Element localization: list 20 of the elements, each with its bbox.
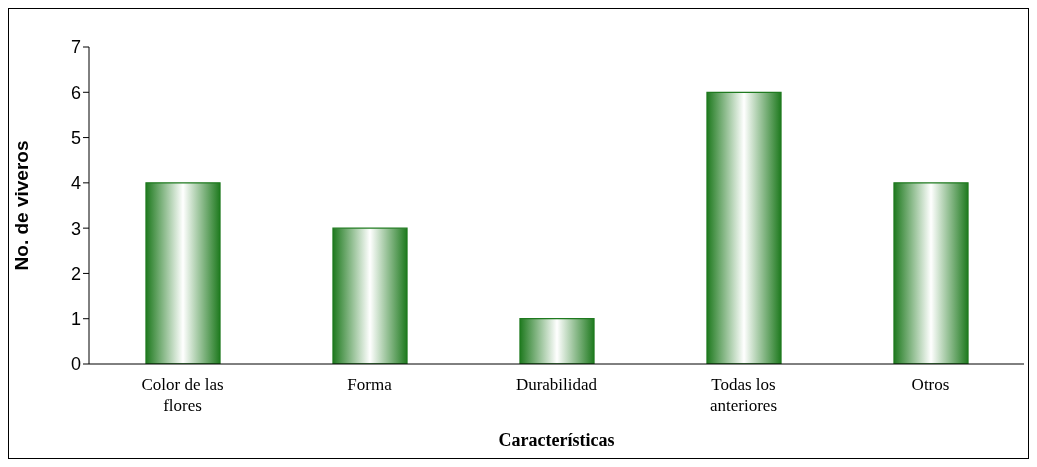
bar (332, 227, 408, 364)
y-tick-label: 1 (70, 309, 81, 330)
y-tick-label: 2 (70, 263, 81, 284)
y-tick-label: 5 (70, 127, 81, 148)
x-tick-label: Todas los anteriores (709, 375, 778, 415)
y-tick-label: 0 (70, 354, 81, 375)
x-tick-label: Color de las flores (141, 375, 224, 415)
bar (706, 91, 782, 364)
bar (893, 182, 969, 364)
bar (145, 182, 221, 364)
y-tick-label: 4 (70, 173, 81, 194)
x-tick-label: Otros (911, 375, 950, 394)
x-axis-title: Características (498, 430, 615, 450)
y-tick-label: 6 (70, 82, 81, 103)
y-tick-label: 3 (70, 218, 81, 239)
y-tick-label: 7 (70, 37, 81, 58)
bar (519, 318, 595, 364)
y-axis-title: No. de viveros (10, 140, 32, 271)
x-tick-label: Forma (347, 375, 393, 394)
x-tick-label: Durabilidad (515, 375, 598, 394)
